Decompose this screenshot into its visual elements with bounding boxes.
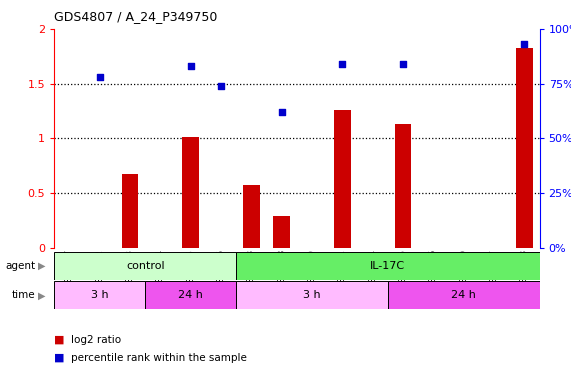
Bar (54, 281, 145, 309)
Text: 3 h: 3 h (91, 290, 108, 300)
Text: 24 h: 24 h (451, 290, 476, 300)
Bar (395, 124, 412, 248)
Bar (516, 48, 533, 248)
Point (216, 83, 226, 89)
Text: ▶: ▶ (38, 261, 46, 271)
Bar (145, 281, 236, 309)
Point (520, 41, 529, 47)
Text: agent: agent (5, 261, 35, 271)
Point (338, 61, 347, 67)
Bar (243, 185, 260, 248)
Bar (388, 281, 540, 309)
Point (277, 109, 286, 115)
Text: time: time (12, 290, 35, 300)
Text: ■: ■ (54, 353, 65, 363)
Text: GDS4807 / A_24_P349750: GDS4807 / A_24_P349750 (54, 10, 218, 23)
Point (399, 61, 408, 67)
Bar (274, 216, 290, 248)
Bar (54, 252, 236, 280)
Text: control: control (126, 261, 164, 271)
Bar (236, 252, 540, 280)
Text: percentile rank within the sample: percentile rank within the sample (71, 353, 247, 363)
Text: ■: ■ (54, 335, 65, 345)
Bar (236, 281, 388, 309)
Text: log2 ratio: log2 ratio (71, 335, 122, 345)
Text: IL-17C: IL-17C (371, 261, 405, 271)
Point (186, 63, 195, 69)
Text: ▶: ▶ (38, 290, 46, 300)
Point (95, 74, 104, 80)
Bar (122, 174, 138, 248)
Bar (182, 137, 199, 248)
Text: 24 h: 24 h (178, 290, 203, 300)
Bar (334, 110, 351, 248)
Text: 3 h: 3 h (303, 290, 321, 300)
